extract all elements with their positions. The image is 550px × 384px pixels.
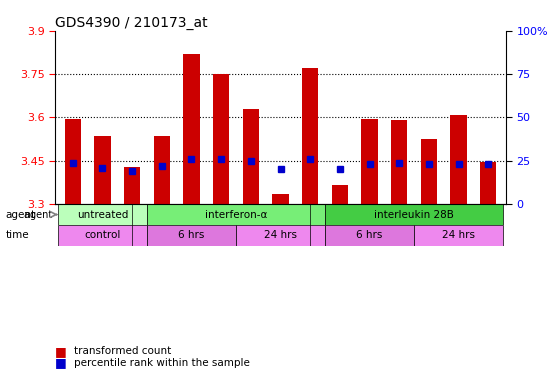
Text: agent: agent: [6, 210, 36, 220]
Text: 24 hrs: 24 hrs: [442, 230, 475, 240]
Bar: [325, 204, 503, 225]
Bar: [94, 136, 111, 204]
Bar: [65, 119, 81, 204]
Text: interleukin 28B: interleukin 28B: [374, 210, 454, 220]
Bar: [332, 185, 348, 204]
Bar: [124, 167, 140, 204]
Bar: [302, 68, 318, 204]
Bar: [153, 136, 170, 204]
Text: GDS4390 / 210173_at: GDS4390 / 210173_at: [55, 16, 208, 30]
Bar: [58, 225, 147, 246]
Text: interferon-α: interferon-α: [205, 210, 267, 220]
Bar: [421, 139, 437, 204]
Bar: [361, 119, 378, 204]
Bar: [58, 204, 147, 225]
Text: 6 hrs: 6 hrs: [356, 230, 383, 240]
Text: transformed count: transformed count: [74, 346, 172, 356]
Text: time: time: [6, 230, 29, 240]
Bar: [450, 114, 467, 204]
Bar: [147, 204, 325, 225]
Bar: [414, 225, 503, 246]
Text: agent: agent: [24, 210, 55, 220]
Text: percentile rank within the sample: percentile rank within the sample: [74, 358, 250, 368]
Text: control: control: [84, 230, 120, 240]
Text: ■: ■: [55, 345, 71, 358]
Bar: [480, 162, 496, 204]
Bar: [236, 225, 325, 246]
Bar: [243, 109, 259, 204]
Bar: [391, 120, 408, 204]
Text: ■: ■: [55, 356, 71, 369]
Bar: [213, 74, 229, 204]
Text: 6 hrs: 6 hrs: [178, 230, 205, 240]
Bar: [325, 225, 414, 246]
Bar: [147, 225, 236, 246]
Bar: [272, 194, 289, 204]
Text: 24 hrs: 24 hrs: [264, 230, 297, 240]
Bar: [183, 54, 200, 204]
Text: untreated: untreated: [77, 210, 128, 220]
